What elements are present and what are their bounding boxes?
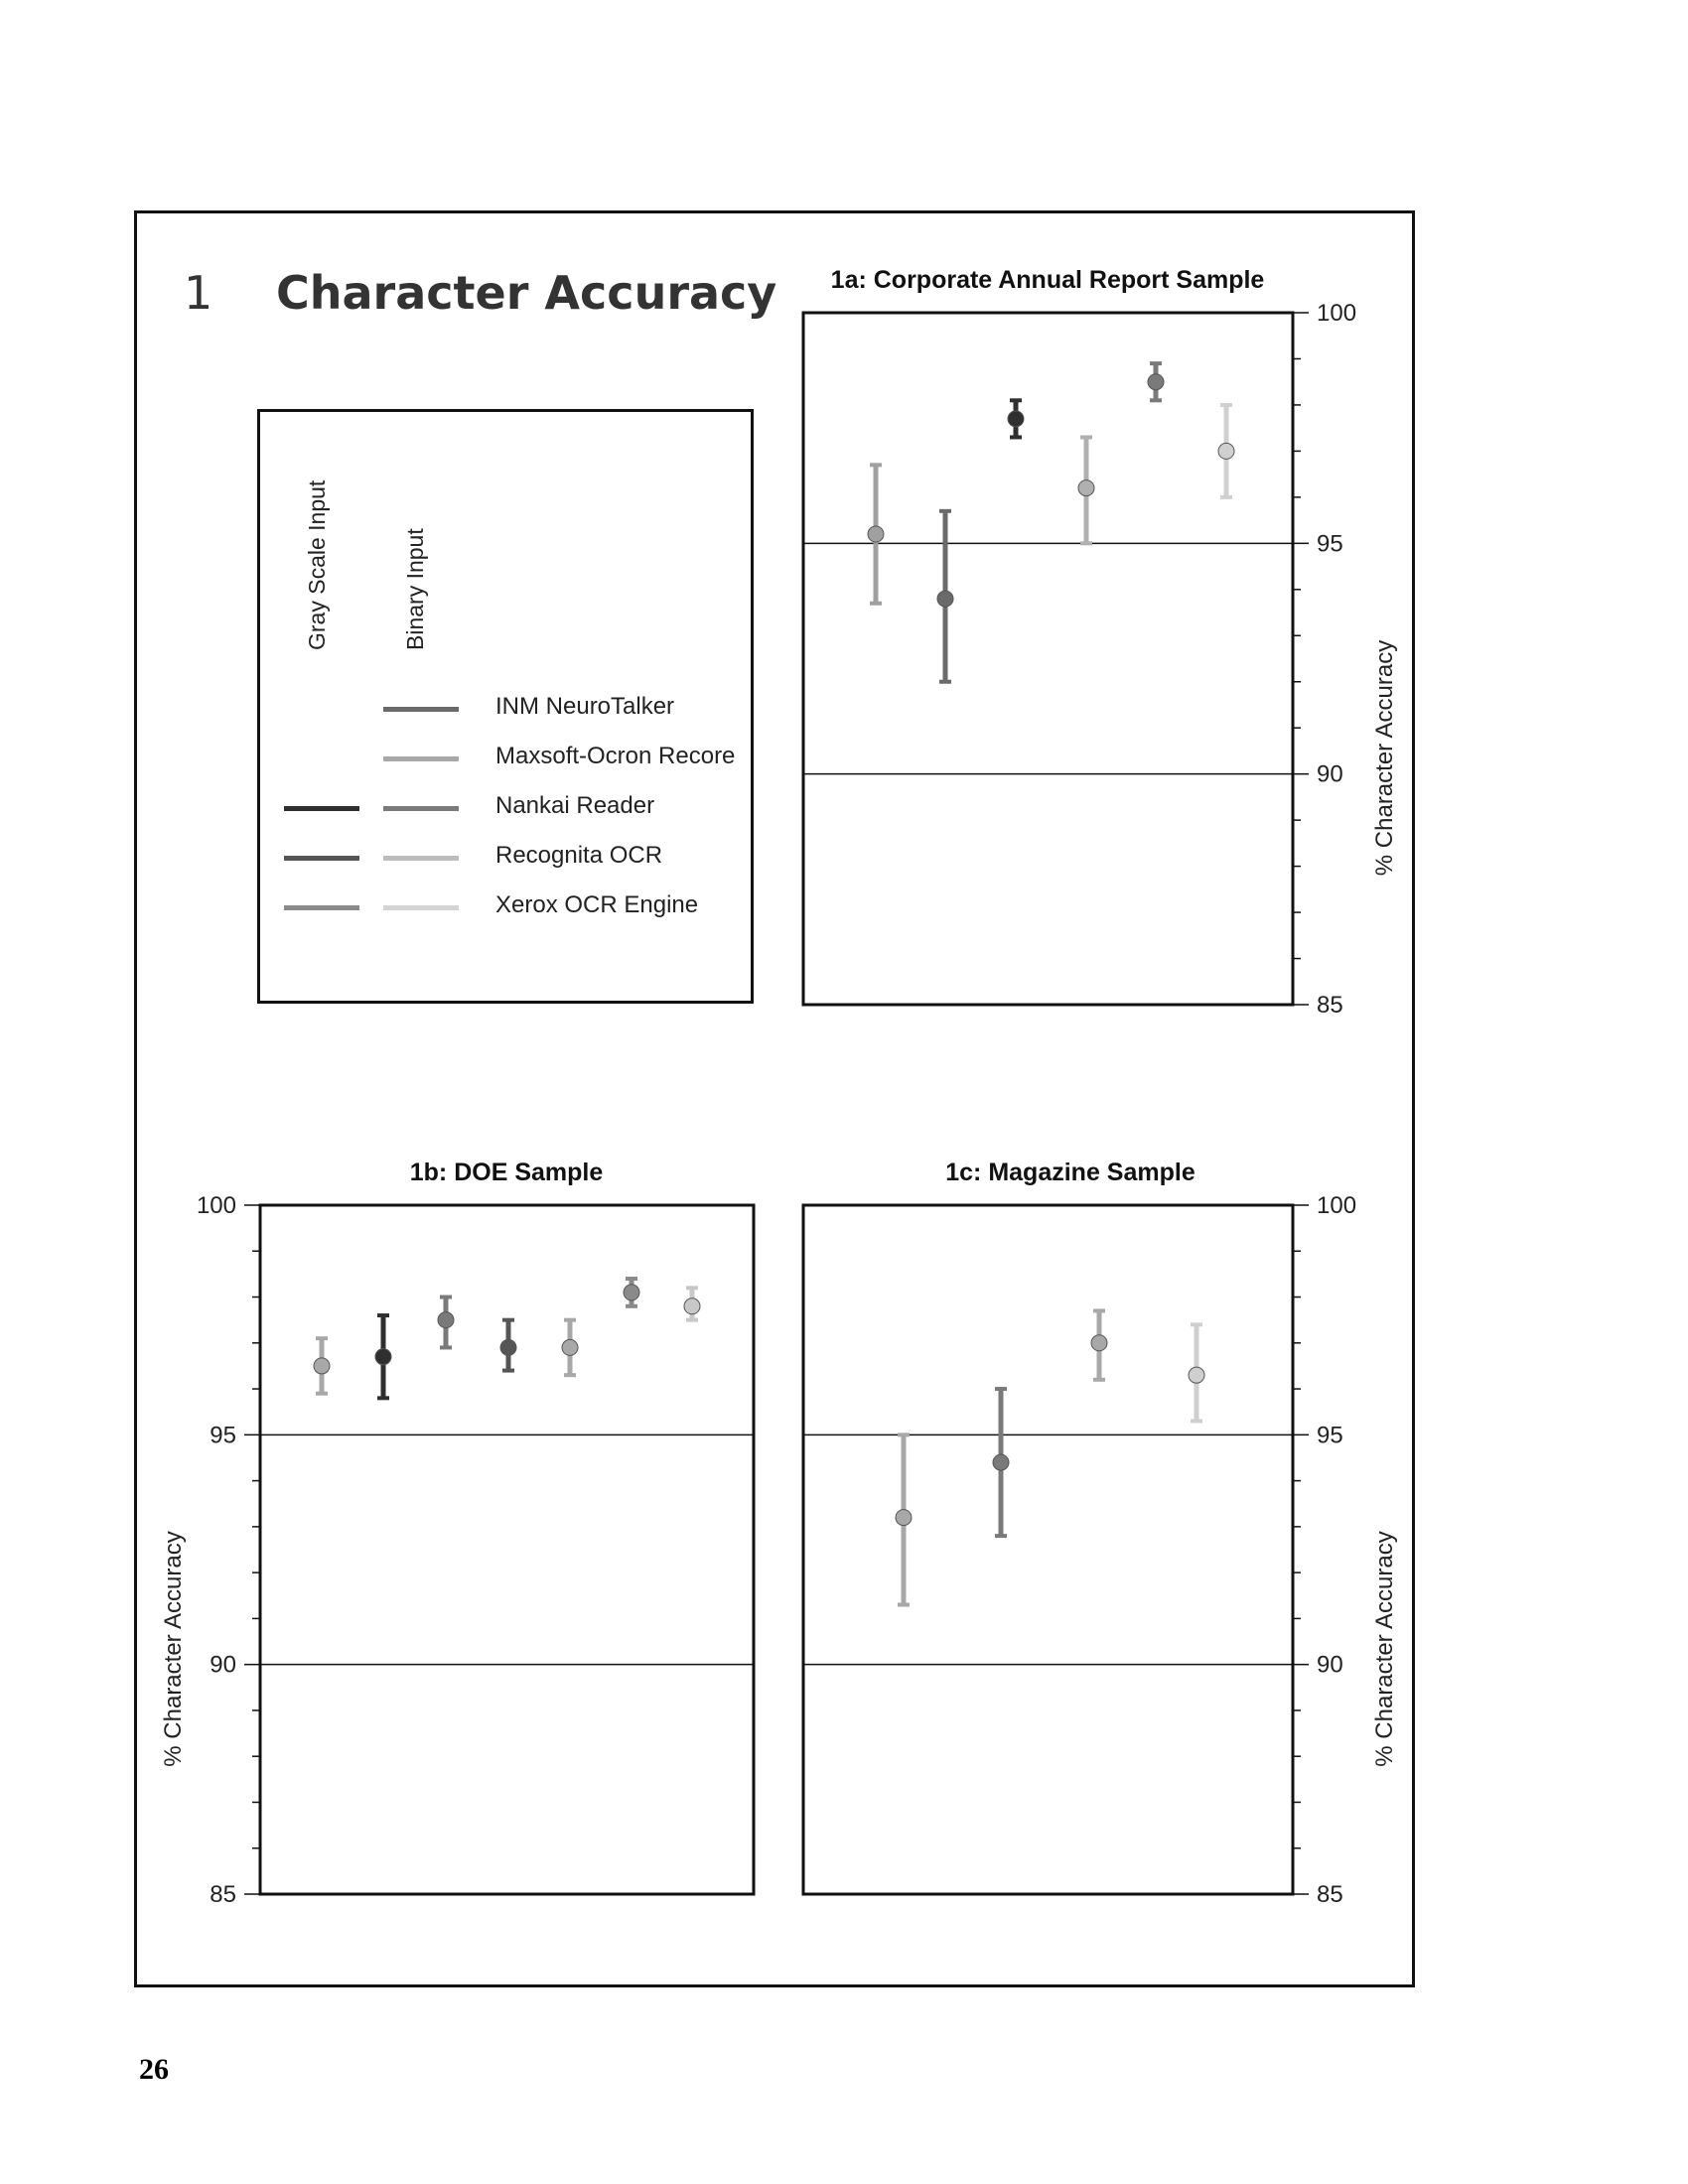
y-tick-label-1b-100: 100 bbox=[197, 1192, 236, 1219]
data-point-1b-6 bbox=[683, 1297, 701, 1315]
y-tick-label-1a-95: 95 bbox=[1317, 530, 1343, 557]
y-tick-label-1c-85: 85 bbox=[1317, 1881, 1343, 1908]
chart-title-1b: 1b: DOE Sample bbox=[410, 1159, 604, 1186]
data-point-1b-5 bbox=[623, 1284, 640, 1301]
y-tick-label-1c-90: 90 bbox=[1317, 1652, 1343, 1679]
y-axis-label-1b: % Character Accuracy bbox=[160, 1531, 187, 1766]
legend: Gray Scale Input Binary Input INM NeuroT… bbox=[257, 409, 754, 1004]
legend-swatch-recognita-binary bbox=[383, 856, 459, 861]
y-tick-label-1b-95: 95 bbox=[210, 1422, 236, 1448]
data-point-1b-3 bbox=[499, 1338, 517, 1356]
data-point-1b-1 bbox=[374, 1348, 392, 1366]
plot-area-1a bbox=[801, 311, 1295, 1007]
y-tick-label-1c-100: 100 bbox=[1317, 1192, 1356, 1219]
legend-swatch-xerox-gray bbox=[284, 905, 359, 910]
legend-swatch-inm-binary bbox=[383, 707, 459, 712]
legend-swatch-maxsoft-binary bbox=[383, 756, 459, 761]
y-axis-label-1c: % Character Accuracy bbox=[1371, 1531, 1398, 1766]
page-title: Character Accuracy bbox=[276, 266, 777, 320]
y-tick-label-1b-90: 90 bbox=[210, 1652, 236, 1679]
y-tick-label-1a-85: 85 bbox=[1317, 992, 1343, 1019]
legend-label-recognita-ocr: Recognita OCR bbox=[495, 842, 663, 869]
page-number: 26 bbox=[139, 2053, 169, 2086]
data-point-1a-2 bbox=[1007, 410, 1025, 428]
section-number: 1 bbox=[184, 266, 213, 320]
legend-swatch-recognita-gray bbox=[284, 856, 359, 861]
data-point-1c-1 bbox=[992, 1453, 1010, 1471]
data-point-1a-1 bbox=[936, 590, 954, 608]
y-tick-label-1b-85: 85 bbox=[210, 1881, 236, 1908]
legend-label-nankai-reader: Nankai Reader bbox=[495, 792, 655, 819]
legend-swatch-nankai-binary bbox=[383, 806, 459, 811]
data-point-1a-3 bbox=[1077, 479, 1095, 497]
legend-label-maxsoft-ocron-recore: Maxsoft-Ocron Recore bbox=[495, 743, 736, 769]
chart-title-1c: 1c: Magazine Sample bbox=[945, 1159, 1196, 1186]
data-point-1a-0 bbox=[867, 525, 885, 543]
data-point-1b-0 bbox=[313, 1357, 331, 1375]
y-tick-label-1a-100: 100 bbox=[1317, 300, 1356, 327]
legend-swatch-xerox-binary bbox=[383, 905, 459, 910]
data-point-1a-4 bbox=[1147, 373, 1165, 391]
figure-frame bbox=[134, 210, 1415, 1987]
plot-area-1b bbox=[258, 1203, 756, 1896]
y-tick-label-1c-95: 95 bbox=[1317, 1422, 1343, 1448]
data-point-1c-3 bbox=[1188, 1366, 1205, 1384]
data-point-1a-5 bbox=[1217, 442, 1235, 460]
data-point-1c-2 bbox=[1090, 1334, 1108, 1352]
legend-swatch-nankai-gray bbox=[284, 806, 359, 811]
y-axis-label-1a: % Character Accuracy bbox=[1371, 640, 1398, 876]
data-point-1b-2 bbox=[437, 1311, 455, 1329]
data-point-1c-0 bbox=[895, 1509, 913, 1527]
y-tick-label-1a-90: 90 bbox=[1317, 761, 1343, 788]
plot-area-1c bbox=[801, 1203, 1295, 1896]
legend-label-inm-neurotalker: INM NeuroTalker bbox=[495, 693, 675, 720]
chart-title-1a: 1a: Corporate Annual Report Sample bbox=[831, 266, 1265, 294]
legend-label-xerox-ocr-engine: Xerox OCR Engine bbox=[495, 891, 699, 918]
data-point-1b-4 bbox=[561, 1338, 579, 1356]
